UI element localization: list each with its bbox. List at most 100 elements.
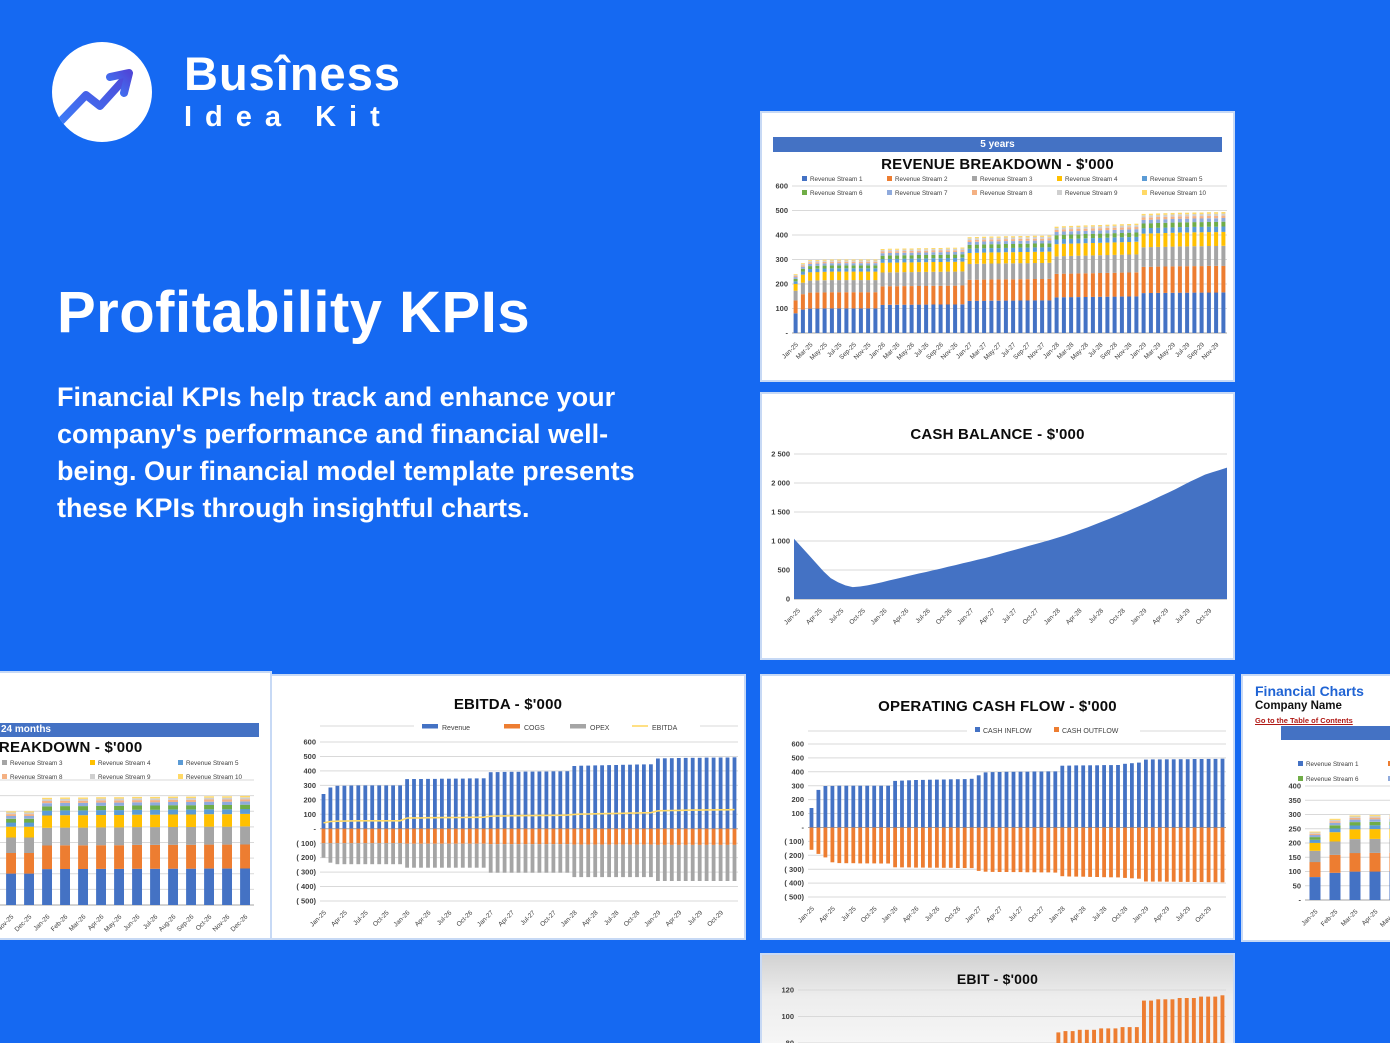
svg-text:Jan-26: Jan-26 xyxy=(870,607,889,626)
cash-balance-chart: 2 500 2 000 1 500 1 000 500 0 Jan-25 Apr-25 Jul-… xyxy=(762,394,1233,663)
chart-title: OPERATING CASH FLOW - $'000 xyxy=(878,698,1117,715)
svg-text:Jan-25: Jan-25 xyxy=(309,909,328,928)
svg-text:100: 100 xyxy=(791,809,804,818)
svg-text:Apr-27: Apr-27 xyxy=(978,607,997,626)
svg-text:Jan-28: Jan-28 xyxy=(560,909,579,928)
svg-text:Apr-28: Apr-28 xyxy=(581,909,600,928)
card-revenue-breakdown-24m: 24 months REVENUE BREAKDOWN - $'000 4003… xyxy=(0,673,270,938)
svg-text:Revenue Stream 9: Revenue Stream 9 xyxy=(1065,190,1118,197)
svg-text:Jan-25: Jan-25 xyxy=(1300,908,1319,927)
svg-text:( 100): ( 100) xyxy=(296,839,316,848)
svg-text:( 300): ( 300) xyxy=(296,868,316,877)
svg-text:100: 100 xyxy=(303,810,316,819)
svg-text:Revenue Stream 6: Revenue Stream 6 xyxy=(1306,776,1359,783)
svg-text:Revenue Stream 10: Revenue Stream 10 xyxy=(186,774,243,781)
svg-text:Aug-26: Aug-26 xyxy=(158,913,178,933)
ebit-chart: 120100806040200Jan-25Apr-25Jul-25Oct-25J… xyxy=(762,955,1233,1043)
svg-text:100: 100 xyxy=(775,304,788,313)
svg-text:Feb-26: Feb-26 xyxy=(50,913,70,933)
svg-text:Nov-26: Nov-26 xyxy=(212,913,232,933)
svg-text:( 500): ( 500) xyxy=(784,893,804,902)
svg-text:Revenue Stream 7: Revenue Stream 7 xyxy=(895,190,948,197)
chart-title: EBIT - $'000 xyxy=(956,971,1039,987)
table-of-contents-link[interactable]: Go to the Table of Contents xyxy=(1255,716,1353,725)
svg-text:Jan-28: Jan-28 xyxy=(1043,607,1062,626)
svg-text:( 200): ( 200) xyxy=(784,851,804,860)
brand-logo xyxy=(52,42,152,142)
svg-text:Apr-29: Apr-29 xyxy=(1151,607,1170,626)
svg-text:250: 250 xyxy=(1288,824,1301,833)
svg-text:Apr-25: Apr-25 xyxy=(330,909,349,928)
svg-text:CASH INFLOW: CASH INFLOW xyxy=(983,728,1032,735)
svg-text:Jan-25: Jan-25 xyxy=(783,607,802,626)
svg-text:150: 150 xyxy=(1288,853,1301,862)
svg-text:Revenue Stream 4: Revenue Stream 4 xyxy=(98,760,151,767)
svg-text:( 200): ( 200) xyxy=(296,853,316,862)
svg-text:Jan-27: Jan-27 xyxy=(476,909,495,928)
chart-title: CASH BALANCE - $'000 xyxy=(910,426,1085,443)
svg-text:Jul-25: Jul-25 xyxy=(352,909,370,927)
svg-text:Jan-26: Jan-26 xyxy=(32,913,51,932)
svg-text:Sep-26: Sep-26 xyxy=(176,913,196,933)
svg-text:Oct-27: Oct-27 xyxy=(539,909,558,928)
svg-text:Jan-29: Jan-29 xyxy=(643,909,662,928)
svg-text:Oct-26: Oct-26 xyxy=(455,909,474,928)
svg-text:1 000: 1 000 xyxy=(771,537,790,546)
svg-text:Jan-29: Jan-29 xyxy=(1131,905,1150,924)
svg-text:Apr-26: Apr-26 xyxy=(902,905,921,924)
svg-text:Revenue Stream 5: Revenue Stream 5 xyxy=(1150,176,1203,183)
chart-title: REVENUE BREAKDOWN - $'000 xyxy=(881,156,1114,173)
svg-text:( 500): ( 500) xyxy=(296,897,316,906)
svg-text:Jul-25: Jul-25 xyxy=(840,905,858,923)
operating-cash-flow-chart: CASH INFLOW CASH OUTFLOW 600 500 400 300 200 10… xyxy=(762,676,1233,943)
svg-text:100: 100 xyxy=(781,1012,794,1021)
svg-text:Revenue Stream 1: Revenue Stream 1 xyxy=(810,176,863,183)
svg-text:Apr-29: Apr-29 xyxy=(664,909,683,928)
brand-text: Busîness Idea Kit xyxy=(184,50,401,134)
svg-text:Jan-26: Jan-26 xyxy=(393,909,412,928)
svg-text:Jul-29: Jul-29 xyxy=(1175,905,1193,923)
svg-text:Revenue Stream 9: Revenue Stream 9 xyxy=(98,774,151,781)
svg-text:500: 500 xyxy=(775,206,788,215)
svg-text:500: 500 xyxy=(777,566,790,575)
svg-text:-: - xyxy=(802,823,805,832)
svg-text:CASH OUTFLOW: CASH OUTFLOW xyxy=(1062,728,1119,735)
svg-text:Jan-27: Jan-27 xyxy=(964,905,983,924)
svg-text:EBITDA: EBITDA xyxy=(652,725,678,732)
svg-text:100: 100 xyxy=(1288,867,1301,876)
svg-text:Oct-26: Oct-26 xyxy=(943,905,962,924)
svg-text:Oct-27: Oct-27 xyxy=(1021,607,1040,626)
period-badge: 24 months xyxy=(1281,726,1390,740)
svg-text:Jul-28: Jul-28 xyxy=(603,909,621,927)
card-revenue-breakdown-5y: 5 years REVENUE BREAKDOWN - $'000 600 500… xyxy=(762,113,1233,380)
svg-text:500: 500 xyxy=(303,752,316,761)
brand: Busîness Idea Kit xyxy=(52,42,401,142)
svg-text:Apr-27: Apr-27 xyxy=(985,905,1004,924)
sheet-company-name: Company Name xyxy=(1255,700,1342,712)
svg-text:( 100): ( 100) xyxy=(784,837,804,846)
svg-text:Apr-25: Apr-25 xyxy=(818,905,837,924)
svg-text:200: 200 xyxy=(303,795,316,804)
svg-text:50: 50 xyxy=(1293,881,1301,890)
svg-text:Oct-25: Oct-25 xyxy=(860,905,879,924)
svg-text:Oct-28: Oct-28 xyxy=(1108,607,1127,626)
svg-text:Apr-28: Apr-28 xyxy=(1069,905,1088,924)
svg-text:Mar-25: Mar-25 xyxy=(1340,908,1360,928)
svg-text:( 400): ( 400) xyxy=(296,882,316,891)
svg-text:-: - xyxy=(786,329,789,338)
svg-text:-: - xyxy=(314,824,317,833)
svg-text:400: 400 xyxy=(775,231,788,240)
svg-text:May-25: May-25 xyxy=(1379,908,1390,929)
svg-text:Oct-28: Oct-28 xyxy=(623,909,642,928)
card-operating-cash-flow: OPERATING CASH FLOW - $'000 CASH INFLOW C… xyxy=(762,676,1233,938)
svg-text:Jan-26: Jan-26 xyxy=(881,905,900,924)
svg-text:Apr-26: Apr-26 xyxy=(414,909,433,928)
trend-arrow-icon xyxy=(56,69,133,126)
card-ebitda: EBITDA - $'000 Revenue COGS OPEX EBITDA 600 5… xyxy=(272,676,744,938)
svg-text:80: 80 xyxy=(786,1039,794,1043)
svg-text:Oct-29: Oct-29 xyxy=(1195,607,1214,626)
svg-text:Oct-26: Oct-26 xyxy=(195,913,214,932)
svg-text:600: 600 xyxy=(775,182,788,191)
revenue-breakdown-5y-chart: 600 500 400 300 200 100 - Revenue Stream 1 Reven… xyxy=(762,113,1233,385)
page-description: Financial KPIs help track and enhance yo… xyxy=(57,382,635,523)
